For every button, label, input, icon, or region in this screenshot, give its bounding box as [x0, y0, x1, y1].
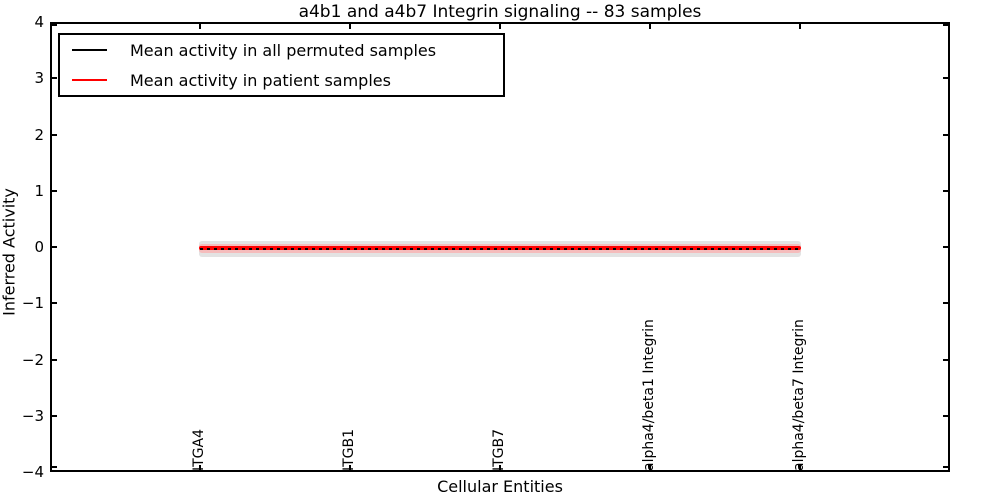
y-tick-mark-left [52, 24, 57, 26]
y-tick-mark-left [52, 302, 57, 305]
y-tick-label: −1 [21, 294, 44, 313]
y-tick-label: 4 [34, 13, 44, 31]
y-tick-mark-left [52, 133, 57, 136]
permuted-mean-line [200, 248, 800, 250]
x-tick-label: alpha4/beta1 Integrin [641, 319, 657, 471]
y-tick-mark-right [943, 246, 948, 248]
x-tick-mark-bottom [199, 465, 201, 470]
x-tick-label: alpha4/beta7 Integrin [791, 319, 807, 471]
patient-line-swatch [72, 79, 107, 81]
y-tick-mark-right [943, 189, 948, 192]
y-tick-label: −4 [21, 463, 44, 481]
y-tick-mark-right [943, 358, 948, 361]
y-tick-label: 3 [34, 69, 44, 88]
y-tick-label: 2 [34, 125, 44, 144]
x-tick-mark-top [499, 24, 501, 29]
x-tick-label: ITGB1 [341, 428, 357, 471]
y-tick-mark-left [52, 246, 57, 248]
x-tick-label: ITGA4 [191, 428, 207, 471]
y-tick-mark-left [52, 466, 57, 468]
x-tick-mark-bottom [799, 465, 801, 470]
y-tick-mark-left [52, 358, 57, 361]
y-tick-mark-left [52, 77, 57, 80]
y-tick-mark-right [943, 466, 948, 468]
y-tick-mark-right [943, 414, 948, 417]
legend-label-patient: Mean activity in patient samples [130, 70, 391, 90]
legend-box: Mean activity in all permuted samples Me… [58, 33, 505, 97]
y-tick-label: 1 [34, 181, 44, 200]
y-tick-mark-left [52, 189, 57, 192]
y-tick-mark-right [943, 24, 948, 26]
legend-item-patient: Mean activity in patient samples [60, 65, 503, 95]
legend-item-permuted: Mean activity in all permuted samples [60, 35, 503, 65]
x-tick-mark-top [799, 24, 801, 29]
y-tick-mark-right [943, 302, 948, 305]
y-tick-label: −3 [21, 406, 44, 425]
x-tick-mark-top [349, 24, 351, 29]
x-axis-label: Cellular Entities [437, 477, 563, 496]
x-tick-mark-bottom [499, 465, 501, 470]
legend-label-permuted: Mean activity in all permuted samples [130, 40, 437, 60]
y-tick-mark-right [943, 77, 948, 80]
y-tick-label: 0 [34, 238, 44, 256]
y-tick-mark-right [943, 133, 948, 136]
x-tick-mark-bottom [649, 465, 651, 470]
y-tick-mark-left [52, 414, 57, 417]
x-tick-mark-top [649, 24, 651, 29]
chart-title: a4b1 and a4b7 Integrin signaling -- 83 s… [298, 2, 702, 22]
x-tick-label: ITGB7 [491, 428, 507, 471]
y-tick-label: −2 [21, 350, 44, 369]
x-tick-mark-top [199, 24, 201, 29]
x-tick-mark-bottom [349, 465, 351, 470]
permuted-line-swatch [72, 49, 107, 51]
